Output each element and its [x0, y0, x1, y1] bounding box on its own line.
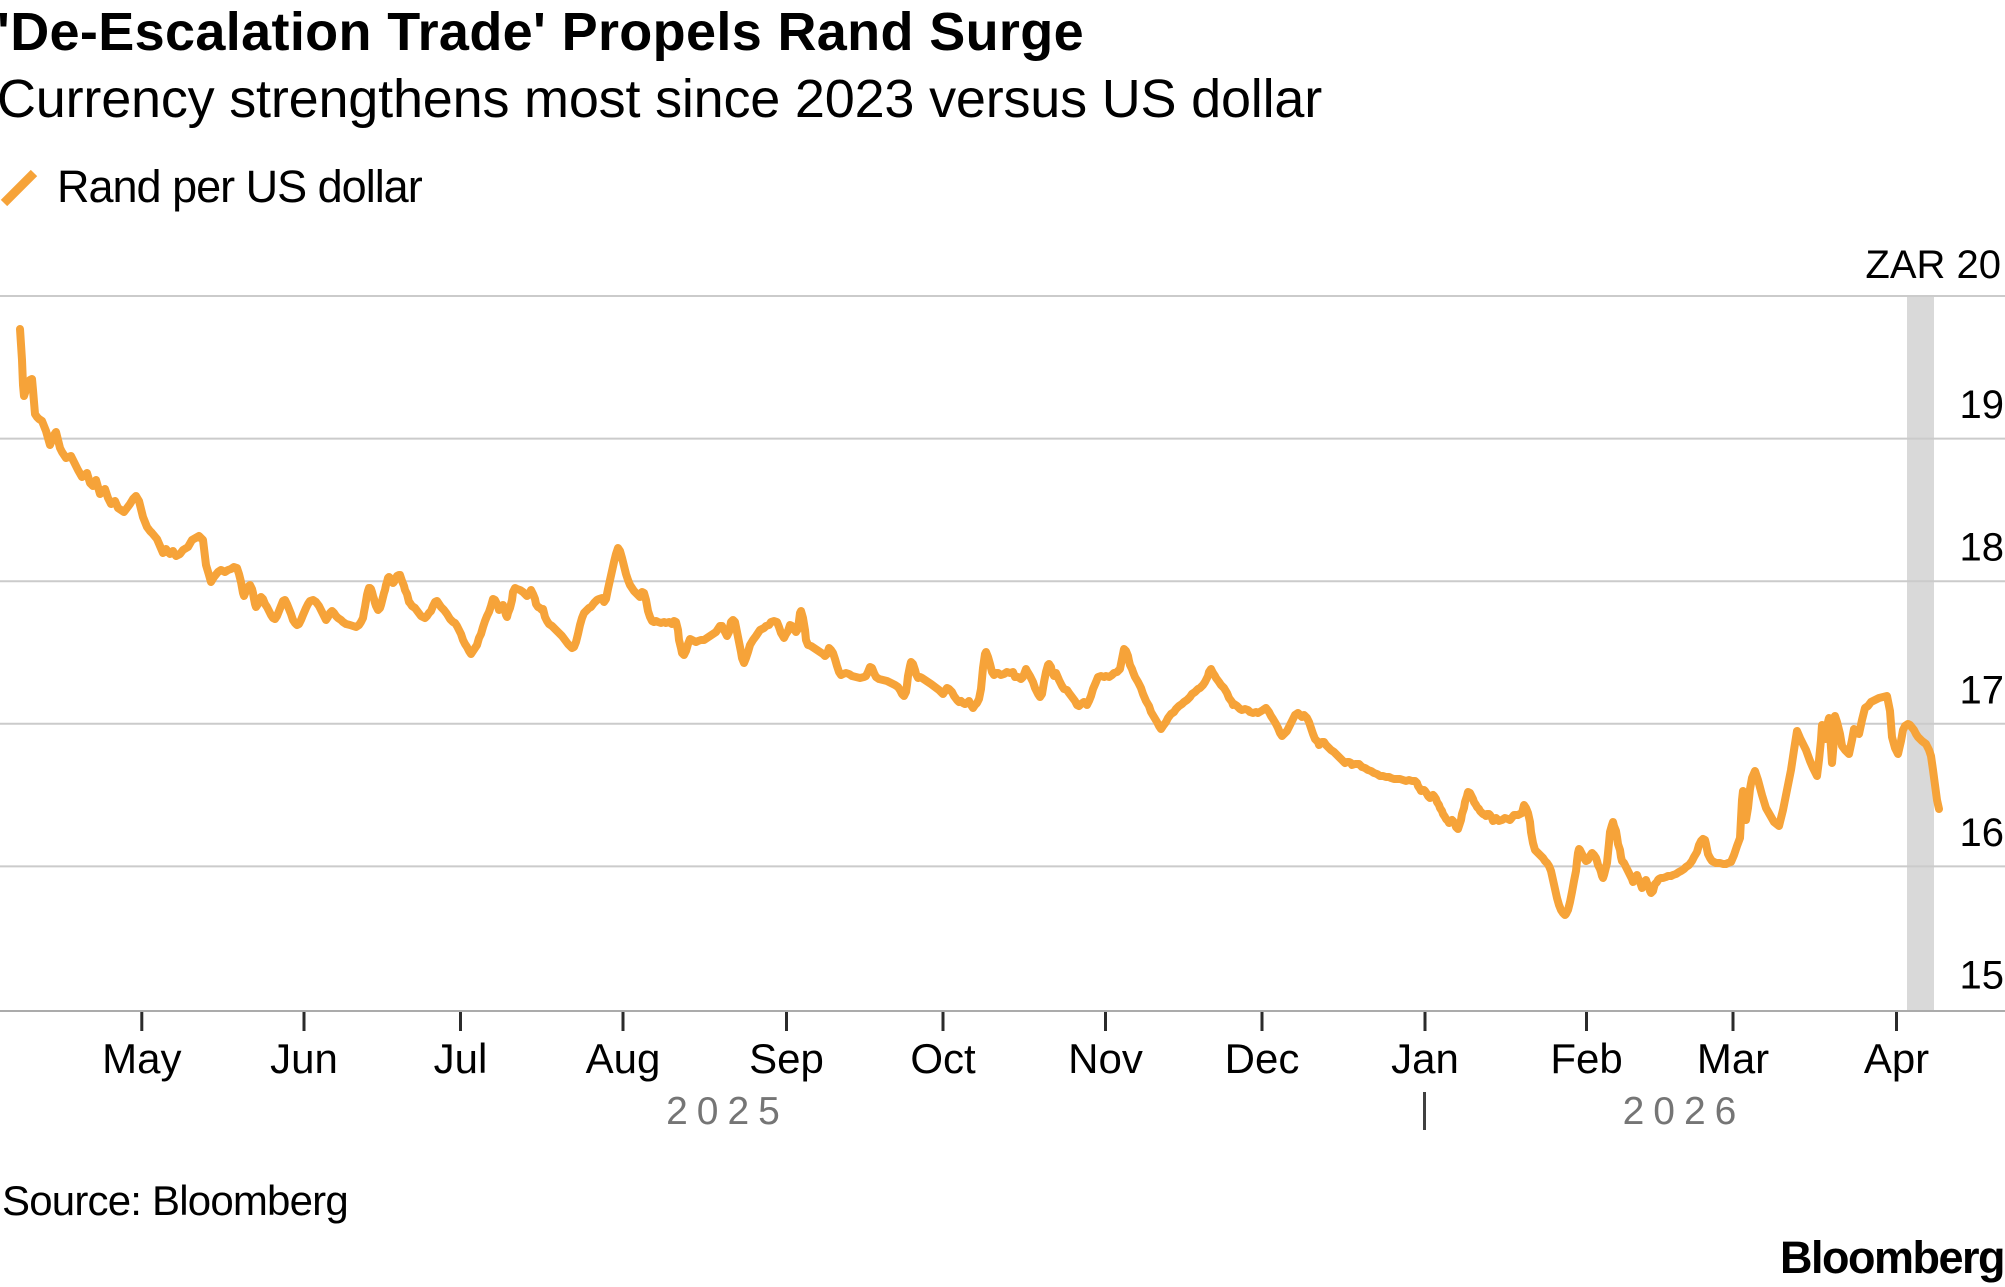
svg-text:17: 17: [1960, 668, 2005, 712]
svg-text:15: 15: [1960, 954, 2005, 998]
svg-text:Aug: Aug: [586, 1035, 661, 1082]
svg-text:Rand per US dollar: Rand per US dollar: [57, 161, 423, 212]
svg-text:Apr: Apr: [1864, 1035, 1929, 1082]
svg-text:16: 16: [1960, 811, 2005, 855]
svg-text:Oct: Oct: [910, 1035, 976, 1082]
svg-text:Feb: Feb: [1550, 1035, 1622, 1082]
svg-text:May: May: [102, 1035, 181, 1082]
svg-text:Jan: Jan: [1391, 1035, 1459, 1082]
svg-text:Bloomberg: Bloomberg: [1780, 1232, 2004, 1283]
svg-text:2026: 2026: [1623, 1090, 1746, 1133]
svg-text:Jul: Jul: [434, 1035, 488, 1082]
svg-text:Sep: Sep: [749, 1035, 824, 1082]
svg-text:Currency strengthens most sinc: Currency strengthens most since 2023 ver…: [0, 69, 1322, 129]
svg-text:'De-Escalation Trade' Propels: 'De-Escalation Trade' Propels Rand Surge: [0, 2, 1084, 62]
svg-text:2025: 2025: [666, 1090, 789, 1133]
svg-text:Mar: Mar: [1697, 1035, 1769, 1082]
svg-text:Dec: Dec: [1225, 1035, 1300, 1082]
svg-text:18: 18: [1960, 526, 2005, 570]
svg-text:19: 19: [1960, 383, 2005, 427]
svg-text:Source: Bloomberg: Source: Bloomberg: [2, 1177, 348, 1224]
svg-text:ZAR 20: ZAR 20: [1865, 243, 2001, 287]
svg-text:Jun: Jun: [270, 1035, 338, 1082]
svg-text:Nov: Nov: [1068, 1035, 1143, 1082]
